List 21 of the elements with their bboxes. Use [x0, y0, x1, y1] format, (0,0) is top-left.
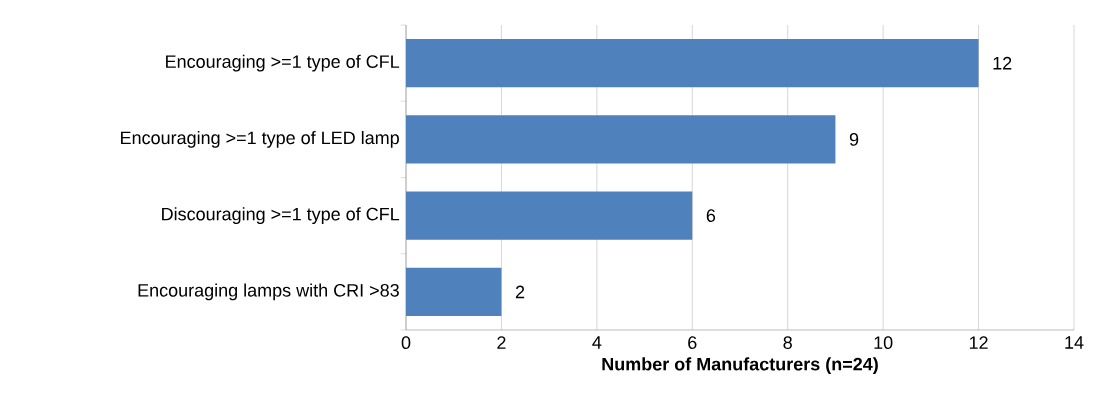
data-label: 12 [993, 56, 1012, 70]
bar [406, 115, 836, 164]
x-tick-label: 0 [401, 336, 411, 349]
x-tick-label: 4 [592, 336, 602, 349]
data-label: 9 [849, 133, 859, 146]
x-tick-label: 2 [497, 336, 506, 349]
x-tick-label: 10 [874, 336, 893, 349]
x-tick-label: 8 [783, 336, 792, 349]
x-axis-title: Number of Manufacturers (n=24) [602, 357, 878, 375]
y-tick-label: Encouraging lamps with CRI >83 [138, 283, 399, 301]
bar [406, 191, 693, 240]
bar [406, 39, 979, 88]
x-tick-label: 14 [1065, 336, 1084, 349]
data-label: 6 [706, 209, 716, 222]
data-label: 2 [515, 285, 525, 299]
y-tick-label: Encouraging >=1 type of CFL [166, 54, 400, 72]
y-tick-label: Encouraging >=1 type of LED lamp [121, 130, 399, 148]
bar [406, 267, 502, 316]
y-tick-label: Discouraging >=1 type of CFL [162, 207, 400, 225]
x-tick-label: 12 [969, 336, 988, 349]
x-tick-label: 6 [688, 336, 697, 349]
